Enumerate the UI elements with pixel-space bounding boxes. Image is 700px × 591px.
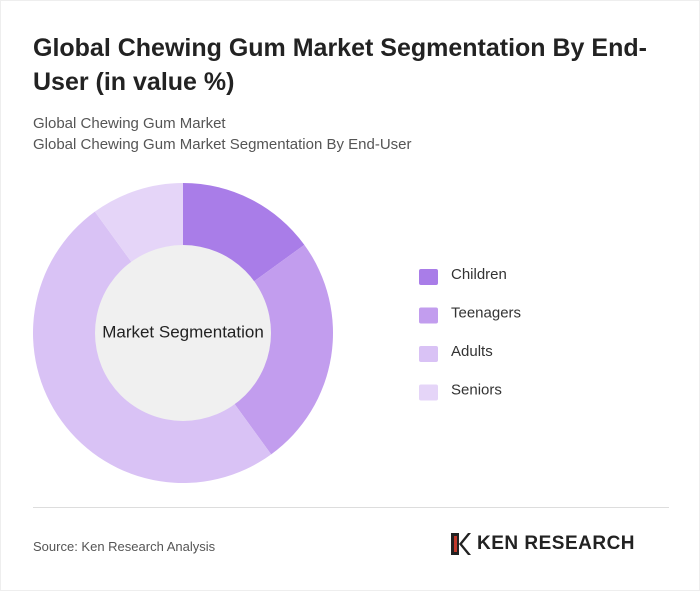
source: Source: Ken Research Analysis — [33, 539, 216, 554]
donut-hole — [95, 245, 271, 421]
logo-text: KEN RESEARCH — [477, 533, 636, 554]
subtitle: Global Chewing Gum Market — [33, 115, 226, 132]
legend-label: Teenagers — [451, 304, 521, 321]
title: Global Chewing Gum Market Segmentation B… — [33, 34, 647, 96]
center-label: Market Segmentation — [102, 322, 264, 341]
logo: KEN RESEARCH — [449, 531, 635, 557]
legend-swatch — [419, 269, 438, 285]
legend-label: Children — [451, 266, 507, 283]
legend-label: Seniors — [451, 381, 502, 398]
legend-label: Adults — [451, 343, 493, 360]
chart: Market Segmentation Children Teenagers Adul… — [33, 183, 521, 483]
legend-swatch — [419, 346, 438, 362]
subtitle: Global Chewing Gum Market Segmentation B… — [33, 136, 412, 153]
separator — [33, 507, 669, 508]
legend-swatch — [419, 307, 438, 324]
legend-swatch — [419, 384, 438, 401]
logo-icon — [451, 533, 471, 555]
